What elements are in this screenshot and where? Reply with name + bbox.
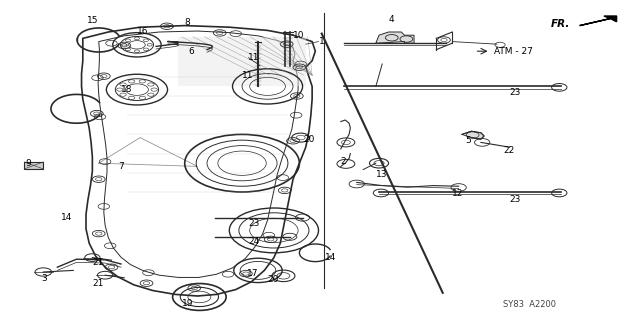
Text: 23: 23	[248, 220, 260, 228]
Text: 2: 2	[341, 157, 347, 166]
Text: 4: 4	[389, 15, 394, 24]
Text: 12: 12	[452, 189, 464, 198]
Text: 21: 21	[92, 279, 104, 288]
Text: 14: 14	[61, 213, 72, 222]
Text: 19: 19	[182, 300, 194, 308]
Polygon shape	[462, 131, 484, 139]
Text: 10: 10	[293, 31, 304, 40]
Text: 6: 6	[188, 47, 194, 56]
Text: 23: 23	[510, 88, 521, 97]
Text: 22: 22	[503, 146, 515, 155]
Text: 8: 8	[185, 18, 190, 27]
Text: 20: 20	[268, 275, 279, 284]
Text: 17: 17	[247, 269, 259, 278]
Text: 20: 20	[303, 135, 315, 144]
Text: ATM - 27: ATM - 27	[494, 47, 533, 56]
Text: SY83  A2200: SY83 A2200	[503, 300, 556, 309]
Polygon shape	[376, 32, 414, 43]
Text: 1: 1	[318, 37, 324, 46]
Text: 7: 7	[118, 162, 124, 171]
Text: 11: 11	[248, 53, 260, 62]
Text: 24: 24	[248, 237, 260, 246]
Text: 23: 23	[510, 196, 521, 204]
Text: 11: 11	[242, 71, 254, 80]
Text: 14: 14	[325, 253, 336, 262]
Polygon shape	[580, 16, 617, 26]
Bar	[178, 37, 306, 86]
Text: 13: 13	[376, 170, 387, 179]
Text: 16: 16	[137, 28, 148, 36]
Text: 5: 5	[465, 136, 471, 145]
Text: 9: 9	[25, 159, 31, 168]
Text: 3: 3	[41, 274, 47, 283]
Text: 15: 15	[87, 16, 98, 25]
Text: 21: 21	[92, 258, 104, 267]
Text: FR.: FR.	[551, 19, 570, 29]
FancyBboxPatch shape	[24, 162, 43, 169]
Text: 18: 18	[121, 85, 132, 94]
